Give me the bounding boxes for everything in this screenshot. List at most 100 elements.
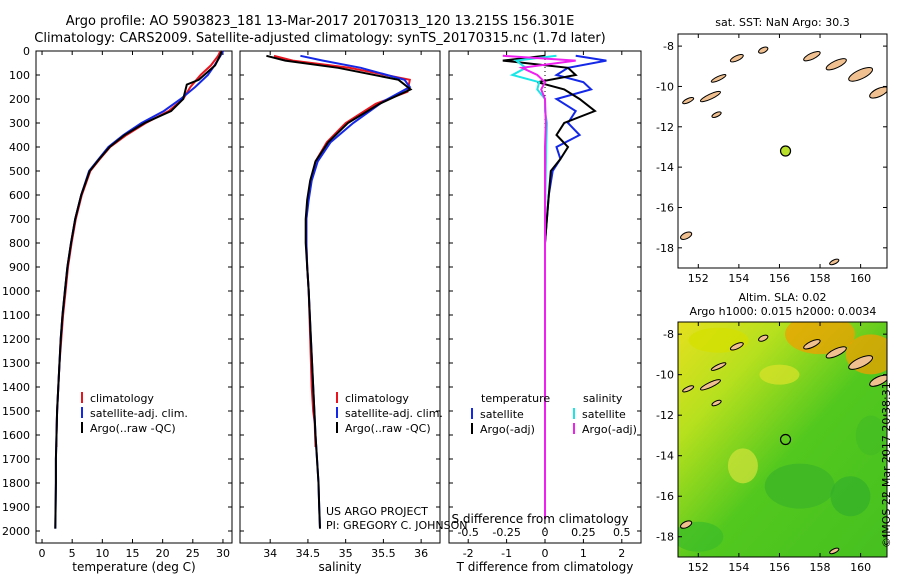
land-island: [869, 374, 887, 387]
figure-title-line2: Climatology: CARS2009. Satellite-adjuste…: [34, 31, 606, 46]
series-2-line: [509, 54, 557, 519]
y-tick-label: 1500: [2, 405, 30, 418]
map-x-tick-label: 158: [810, 272, 831, 285]
x-tick-label: 0: [542, 547, 549, 560]
sla-map-title-line2: Argo h1000: 0.015 h2000: 0.0034: [689, 305, 877, 318]
land-island: [869, 86, 887, 99]
sla-blob: [678, 521, 724, 552]
y-tick-label: 1700: [2, 453, 30, 466]
map-y-tick-label: -14: [656, 161, 674, 174]
land-island: [848, 67, 874, 82]
legend-salinity-title: salinity: [583, 392, 623, 405]
x-tick-label: -2: [463, 547, 474, 560]
map-y-tick-label: -10: [656, 369, 674, 382]
sla-map: [677, 321, 888, 558]
sla-blob: [764, 463, 835, 509]
top-x-tick-label: 0: [542, 526, 549, 539]
legend-label-3: Argo(-adj): [582, 423, 637, 436]
land-island: [729, 53, 744, 63]
map-y-tick-label: -18: [656, 531, 674, 544]
y-tick-label: 2000: [2, 525, 30, 538]
x-tick-label: 36: [414, 547, 428, 560]
x-tick-label: 15: [125, 547, 139, 560]
land-island: [680, 231, 693, 240]
x-tick-label: 25: [186, 547, 200, 560]
map-x-tick-label: 160: [850, 272, 871, 285]
series-3-line: [502, 54, 576, 519]
sst-map: [677, 33, 888, 269]
y-tick-label: 100: [9, 69, 30, 82]
top-x-tick-label: 0.5: [613, 526, 631, 539]
legend-temperature-title: temperature: [481, 392, 550, 405]
argo-location-marker: [779, 145, 792, 157]
y-tick-label: 700: [9, 213, 30, 226]
sla-blob: [785, 322, 856, 355]
map-y-tick-label: -10: [656, 80, 674, 93]
x-tick-label: 34: [263, 547, 277, 560]
land-island: [680, 520, 693, 529]
land-island: [825, 346, 847, 359]
legend-label-2: satellite: [582, 408, 626, 421]
x-tick-label: 1: [580, 547, 587, 560]
sla-blob: [688, 327, 749, 353]
map-y-tick-label: -16: [656, 201, 674, 214]
legend-label-2: Argo(..raw -QC): [90, 422, 176, 435]
y-tick-label: 1300: [2, 357, 30, 370]
pi-credit: PI: GREGORY C. JOHNSON: [326, 519, 468, 532]
map-y-tick-label: -8: [663, 40, 674, 53]
map-y-tick-label: -18: [656, 242, 674, 255]
x-tick-label: -1: [501, 547, 512, 560]
y-tick-label: 600: [9, 189, 30, 202]
y-tick-label: 1600: [2, 429, 30, 442]
map-x-tick-label: 154: [728, 561, 749, 574]
map-y-tick-label: -12: [656, 121, 674, 134]
series-1-line: [54, 50, 224, 529]
land-island: [825, 58, 847, 71]
top-x-tick-label: -0.5: [457, 526, 478, 539]
series-2-line: [266, 54, 413, 529]
x-tick-label: 35.5: [371, 547, 396, 560]
y-tick-label: 200: [9, 93, 30, 106]
legend-label-1: satellite-adj. clim.: [345, 407, 443, 420]
map-x-tick-label: 152: [688, 561, 709, 574]
map-frame: [677, 33, 888, 269]
plot-frame: [239, 50, 441, 544]
land-island: [803, 339, 821, 350]
land-island: [710, 74, 727, 83]
y-tick-label: 800: [9, 237, 30, 250]
land-island: [710, 362, 727, 371]
legend-label-0: satellite: [480, 408, 524, 421]
legend-label-1: Argo(-adj): [480, 423, 535, 436]
land-island: [758, 46, 769, 54]
legend-label-2: Argo(..raw -QC): [345, 422, 431, 435]
map-y-tick-label: -14: [656, 450, 674, 463]
y-tick-label: 1000: [2, 285, 30, 298]
imos-timestamp: ©IMOS 22-Mar-2017 20:38:31: [880, 382, 893, 548]
land-island: [682, 385, 695, 393]
land-island: [711, 399, 722, 407]
project-credit: US ARGO PROJECT: [326, 505, 428, 518]
sla-blob: [830, 476, 871, 517]
y-tick-label: 1900: [2, 501, 30, 514]
x-tick-label: 2: [618, 547, 625, 560]
x-axis-label: salinity: [318, 560, 361, 574]
top-x-tick-label: 0.25: [571, 526, 596, 539]
land-island: [711, 111, 722, 118]
x-axis-label: T difference from climatology: [456, 560, 634, 574]
y-tick-label: 900: [9, 261, 30, 274]
x-tick-label: 5: [69, 547, 76, 560]
x-tick-label: 10: [95, 547, 109, 560]
sla-blob: [855, 415, 886, 456]
legend-label-1: satellite-adj. clim.: [90, 407, 188, 420]
map-y-tick-label: -12: [656, 409, 674, 422]
y-tick-label: 1100: [2, 309, 30, 322]
map-x-tick-label: 154: [728, 272, 749, 285]
profile-panel-3: [448, 50, 642, 544]
series-0-line: [55, 50, 222, 447]
land-island: [829, 258, 840, 266]
legend-label-0: climatology: [90, 392, 154, 405]
legend-label-0: climatology: [345, 392, 409, 405]
map-x-tick-label: 156: [769, 561, 790, 574]
profile-panel-2: [239, 50, 441, 544]
land-island: [699, 90, 721, 103]
